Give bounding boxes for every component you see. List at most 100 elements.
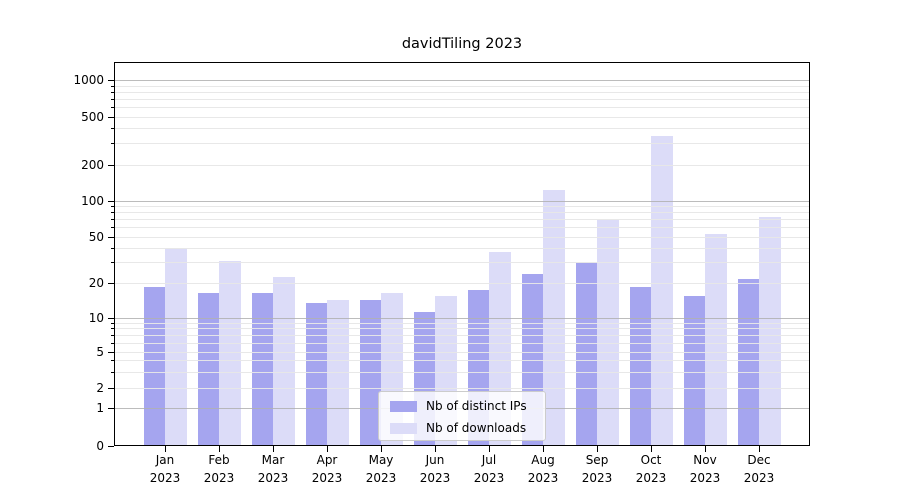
y-tick-minor <box>111 85 114 87</box>
x-tick <box>489 446 490 452</box>
y-tick-minor <box>111 360 114 362</box>
legend-label-downloads: Nb of downloads <box>426 421 527 435</box>
gridline-minor <box>115 342 809 344</box>
x-tick-label: Apr 2023 <box>311 453 343 485</box>
gridline-minor <box>115 387 809 389</box>
gridline-minor <box>115 128 809 130</box>
x-tick-label: May 2023 <box>365 453 397 485</box>
y-tick-minor <box>111 371 114 373</box>
x-tick <box>651 446 652 452</box>
y-tick <box>108 445 114 447</box>
gridline-minor <box>115 334 809 336</box>
gridline-minor <box>115 262 809 264</box>
bar-downloads <box>543 190 565 445</box>
y-tick-minor <box>111 334 114 336</box>
bar-distinct-ips <box>197 292 219 445</box>
x-tick <box>219 446 220 452</box>
y-tick-label: 1000 <box>73 73 104 87</box>
y-tick <box>108 200 114 202</box>
y-tick-minor <box>111 91 114 93</box>
x-tick <box>543 446 544 452</box>
bar-distinct-ips <box>575 262 597 445</box>
bar-downloads <box>597 219 619 445</box>
bar-distinct-ips <box>143 286 165 445</box>
y-tick-label: 50 <box>88 229 104 244</box>
gridline-minor <box>115 205 809 207</box>
bar-downloads <box>651 135 673 445</box>
y-tick-minor <box>111 219 114 221</box>
bar-distinct-ips <box>737 279 759 445</box>
y-tick-minor <box>111 227 114 229</box>
gridline-minor <box>115 322 809 324</box>
gridline-minor <box>115 106 809 108</box>
y-tick-minor <box>111 143 114 145</box>
x-tick <box>759 446 760 452</box>
x-tick <box>381 446 382 452</box>
chart-title: davidTiling 2023 <box>401 36 523 52</box>
y-tick <box>108 351 114 353</box>
gridline-minor <box>115 219 809 221</box>
y-tick-minor <box>111 262 114 264</box>
x-tick-label: Feb 2023 <box>203 453 235 485</box>
y-tick-minor <box>111 128 114 130</box>
y-tick-label: 200 <box>81 157 104 172</box>
bar-distinct-ips <box>629 286 651 445</box>
y-tick <box>108 282 114 284</box>
x-tick-label: Jun 2023 <box>419 453 451 485</box>
x-tick <box>273 446 274 452</box>
legend: Nb of distinct IPs Nb of downloads <box>378 391 546 441</box>
gridline-minor <box>115 91 809 93</box>
y-tick-minor <box>111 212 114 214</box>
y-tick-minor <box>111 247 114 249</box>
y-tick-label: 20 <box>88 275 104 290</box>
y-tick <box>108 80 114 81</box>
gridline-minor <box>115 351 809 353</box>
x-tick <box>165 446 166 452</box>
gridline-minor <box>115 164 809 166</box>
y-tick <box>108 164 114 166</box>
gridline-major <box>115 317 809 319</box>
y-tick-minor <box>111 328 114 330</box>
legend-label-distinct-ips: Nb of distinct IPs <box>426 399 527 413</box>
x-tick-label: Dec 2023 <box>743 453 775 485</box>
gridline-minor <box>115 371 809 373</box>
x-tick-label: Jan 2023 <box>149 453 181 485</box>
legend-item-distinct-ips: Nb of distinct IPs <box>379 395 545 417</box>
y-tick-minor <box>111 342 114 344</box>
legend-item-downloads: Nb of downloads <box>379 417 545 439</box>
gridline-minor <box>115 282 809 284</box>
y-tick-minor <box>111 322 114 324</box>
y-tick-minor <box>111 98 114 100</box>
bar-downloads <box>705 234 727 445</box>
bar-downloads <box>327 299 349 445</box>
x-tick-label: Sep 2023 <box>581 453 613 485</box>
gridline-minor <box>115 328 809 330</box>
bar-downloads <box>165 247 187 445</box>
y-tick-label: 500 <box>81 109 104 124</box>
bar-distinct-ips <box>251 292 273 445</box>
gridline-major <box>115 80 809 81</box>
gridline-minor <box>115 85 809 87</box>
x-tick-label: Aug 2023 <box>527 453 559 485</box>
y-tick-label: 10 <box>88 310 104 325</box>
gridline-minor <box>115 212 809 214</box>
gridline-minor <box>115 143 809 145</box>
plot-area <box>114 62 810 446</box>
bar-downloads <box>759 216 781 445</box>
gridline-minor <box>115 98 809 100</box>
bars-layer <box>115 63 809 445</box>
gridline-minor <box>115 360 809 362</box>
x-tick <box>327 446 328 452</box>
bar-downloads <box>273 276 295 445</box>
x-tick-label: Oct 2023 <box>635 453 667 485</box>
y-tick-label: 0 <box>96 438 104 453</box>
x-tick-label: Nov 2023 <box>689 453 721 485</box>
legend-swatch-downloads <box>390 422 417 434</box>
gridline-minor <box>115 236 809 238</box>
y-tick <box>108 317 114 319</box>
legend-swatch-distinct-ips <box>390 400 417 412</box>
gridline-major <box>115 200 809 202</box>
gridline-minor <box>115 247 809 249</box>
y-tick-minor <box>111 205 114 207</box>
